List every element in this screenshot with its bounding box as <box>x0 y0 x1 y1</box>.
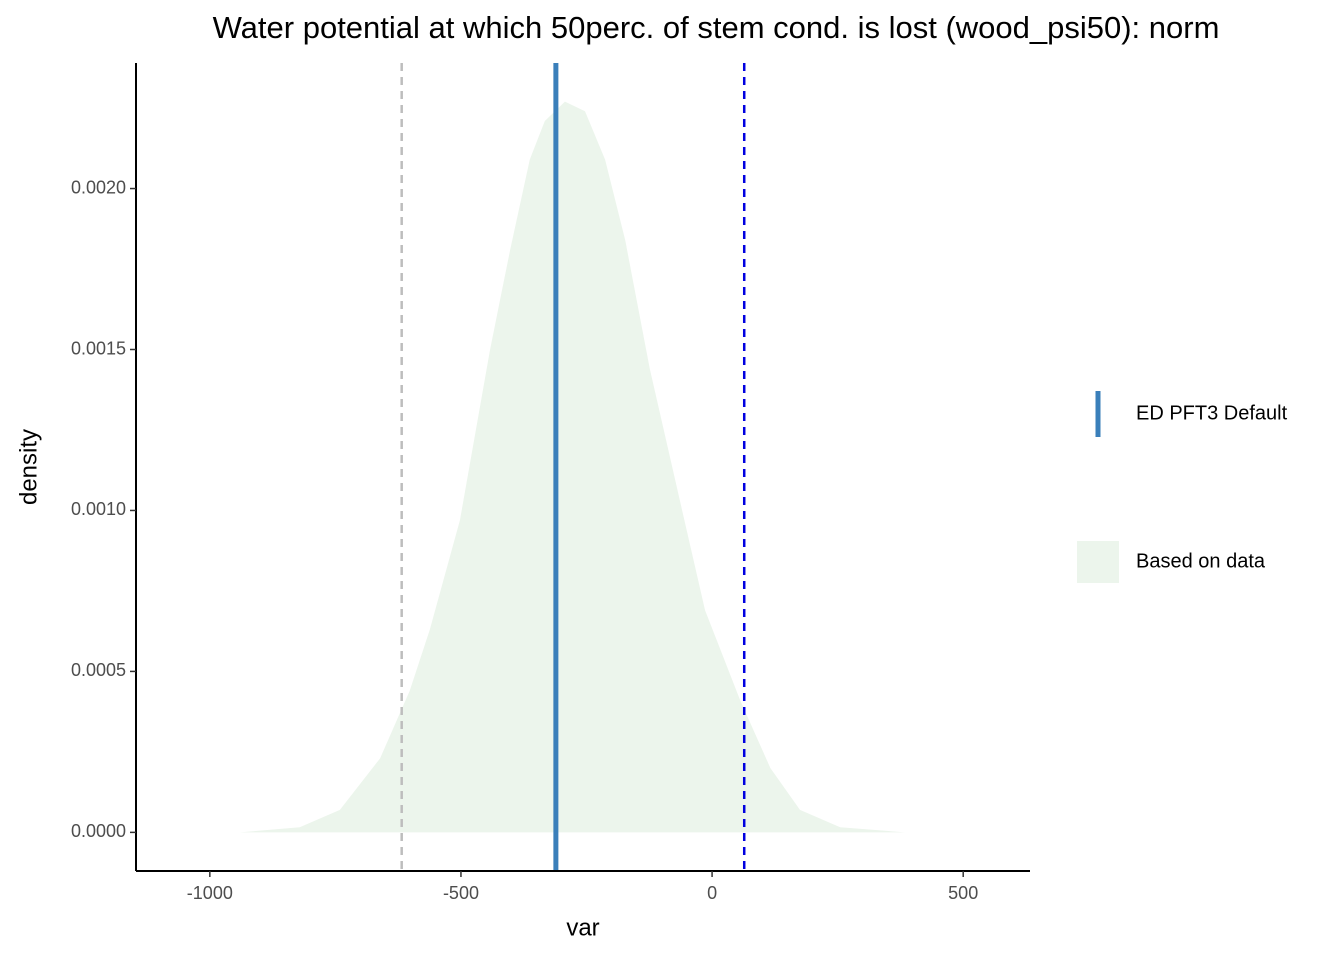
x-axis-title: var <box>566 914 599 941</box>
y-tick-label: 0.0000 <box>71 821 126 841</box>
density-area <box>239 101 905 833</box>
x-tick-label: -1000 <box>187 883 233 903</box>
y-tick-label: 0.0010 <box>71 499 126 519</box>
legend-swatch <box>1077 541 1119 583</box>
x-tick-label: 500 <box>948 883 978 903</box>
y-axis-title: density <box>15 429 42 505</box>
legend-label: ED PFT3 Default <box>1136 402 1288 424</box>
y-tick-label: 0.0020 <box>71 177 126 197</box>
chart-title: Water potential at which 50perc. of stem… <box>213 10 1220 45</box>
legend-label: Based on data <box>1136 550 1266 572</box>
x-tick-label: 0 <box>707 883 717 903</box>
y-tick-label: 0.0005 <box>71 660 126 680</box>
y-tick-label: 0.0015 <box>71 338 126 358</box>
x-tick-label: -500 <box>443 883 479 903</box>
